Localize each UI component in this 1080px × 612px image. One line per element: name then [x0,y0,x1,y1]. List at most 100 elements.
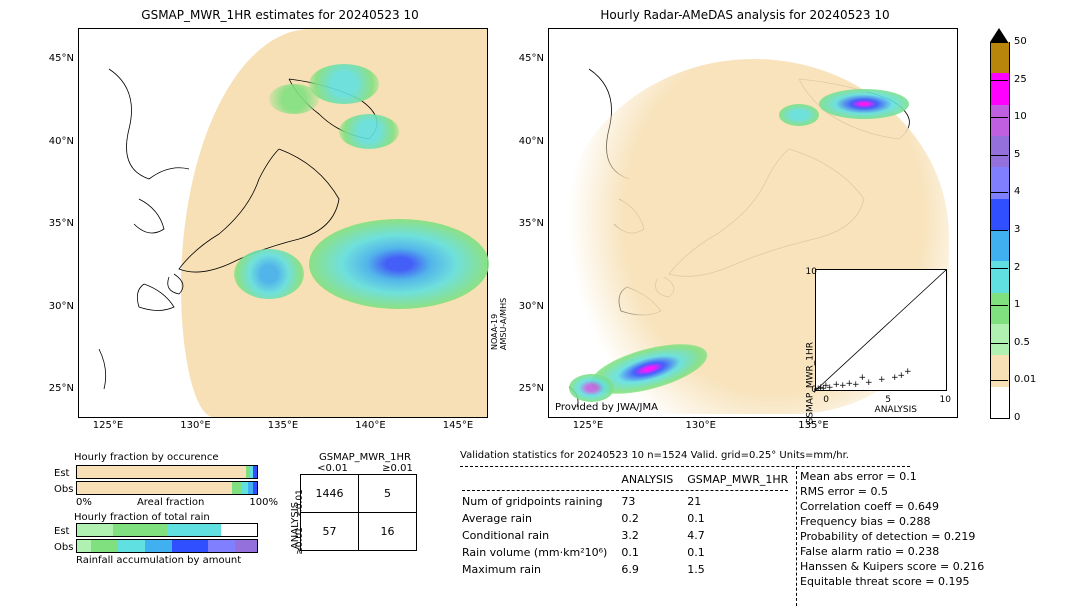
validation-cell: 0.2 [621,511,685,526]
validation-row-label: Conditional rain [462,528,619,543]
colorbar-segment [990,42,1010,73]
fraction-segment [77,540,91,552]
scatter-ylabel: GSMAP_MWR_1HR [806,342,816,425]
precip-blob [779,104,819,126]
contingency-table: 14465 5716 [300,474,417,551]
ytick-label: 45°N [514,53,544,64]
validation-stat-row: RMS error = 0.5 [800,485,984,498]
ytick-label: 30°N [44,301,74,312]
ytick-label: 40°N [514,136,544,147]
xtick-label: 140°E [351,420,391,431]
colorbar-tick: 50 [1014,36,1027,47]
colorbar-tick-line [990,380,1008,381]
scatter-xlabel: ANALYSIS [875,405,917,415]
precip-blob [269,84,319,114]
colorbar-tick: 25 [1014,74,1027,85]
contingency-block: GSMAP_MWR_1HR <0.01 ≥0.01 14465 5716 [300,452,430,551]
xtick-label: 125°E [568,420,608,431]
contingency-col-label: ≥0.01 [365,463,430,474]
ytick-label: 35°N [514,218,544,229]
occurrence-row-label: Obs [54,484,76,495]
fraction-segment [145,540,172,552]
ytick-label: 35°N [44,218,74,229]
colorbar-segment [990,105,1010,136]
left-map-title: GSMAP_MWR_1HR estimates for 20240523 10 [70,8,490,22]
validation-stat-row: Frequency bias = 0.288 [800,515,984,528]
fraction-segment [232,482,241,494]
colorbar-tick-line [990,155,1008,156]
scatter-point: + [878,375,886,385]
colorbar-tick: 0 [1014,412,1020,423]
validation-cell: 0.1 [687,545,800,560]
ytick-label: 45°N [44,53,74,64]
colorbar-tick: 4 [1014,186,1020,197]
fraction-segment [221,524,257,536]
contingency-cell: 57 [301,513,359,551]
validation-block: Validation statistics for 20240523 10 n=… [460,450,1060,461]
totalrain-row-label: Obs [54,542,76,553]
fraction-segment [77,482,232,494]
dash-divider [460,466,910,467]
validation-stat-row: Probability of detection = 0.219 [800,530,984,543]
fraction-segment [113,524,167,536]
validation-col-header: ANALYSIS [621,472,685,487]
colorbar-segment [990,199,1010,230]
validation-stat-row: False alarm ratio = 0.238 [800,545,984,558]
fraction-segment [118,540,145,552]
scatter-tick: 0 [811,385,817,395]
scatter-inset: +++++++++++++++ [815,269,947,391]
right-map-attribution: Provided by JWA/JMA [555,402,658,413]
occurrence-title: Hourly fraction by occurence [74,452,278,463]
precip-blob [309,64,379,104]
fraction-segment [167,524,221,536]
dash-divider-v [796,466,797,606]
colorbar-segment [990,324,1010,355]
occurrence-row-label: Est [54,468,76,479]
ytick-label: 25°N [44,383,74,394]
validation-right-stats: Mean abs error = 0.1RMS error = 0.5Corre… [800,470,984,590]
validation-stat-row: Mean abs error = 0.1 [800,470,984,483]
colorbar-tick-line [990,343,1008,344]
occurrence-axis-mid: Areal fraction [137,497,204,508]
colorbar-tick-line [990,80,1008,81]
colorbar-tick-line [990,418,1008,419]
colorbar-segment [990,73,1010,104]
validation-stat-row: Equitable threat score = 0.195 [800,575,984,588]
occurrence-bar-obs [76,481,258,495]
colorbar-over-arrow [990,28,1008,42]
scatter-tick: 10 [806,267,817,277]
validation-cell: 6.9 [621,562,685,577]
precip-blob [819,89,909,119]
totalrain-title: Hourly fraction of total rain [74,512,278,523]
fraction-segment [235,540,257,552]
colorbar-segment [990,136,1010,167]
validation-row-label: Num of gridpoints raining [462,494,619,509]
validation-row-label: Maximum rain [462,562,619,577]
validation-cell: 1.5 [687,562,800,577]
totalrain-row-label: Est [54,526,76,537]
validation-col-header: GSMAP_MWR_1HR [687,472,800,487]
ytick-label: 40°N [44,136,74,147]
totalrain-bar-obs [76,539,258,553]
colorbar-tick: 10 [1014,111,1027,122]
validation-cell: 4.7 [687,528,800,543]
fraction-segment [77,524,113,536]
occurrence-axis-right: 100% [249,497,278,508]
scatter-point: + [904,367,912,377]
left-map-panel [78,28,488,418]
fraction-segment [253,482,257,494]
contingency-row-label: <0.01 [295,489,305,517]
left-map-attribution: NOAA-19 AMSU-A/MHS [490,298,508,350]
occurrence-block: Hourly fraction by occurence Est Obs 0% … [54,452,278,566]
totalrain-bar-est [76,523,258,537]
fraction-segment [77,466,246,478]
scatter-tick: 0 [823,395,829,405]
ytick-label: 30°N [514,301,544,312]
contingency-col-label: <0.01 [300,463,365,474]
fraction-segment [241,482,248,494]
colorbar-tick-line [990,268,1008,269]
xtick-label: 135°E [794,420,834,431]
scatter-tick: 5 [885,395,891,405]
precip-blob [569,374,614,402]
contingency-row-label: ≥0.01 [295,527,305,555]
